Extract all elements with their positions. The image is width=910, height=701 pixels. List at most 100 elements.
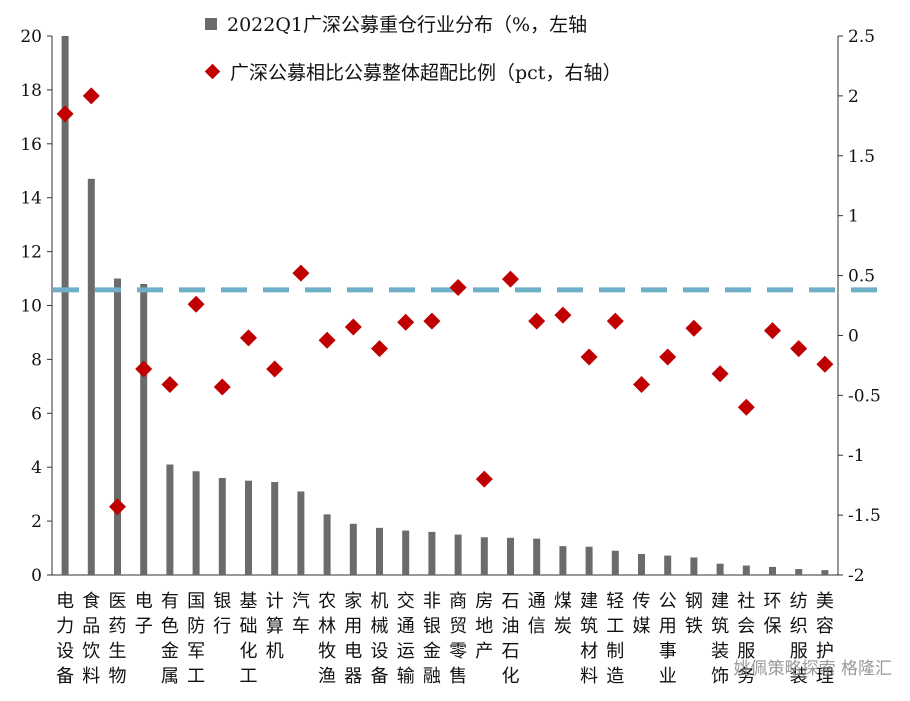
left-tick-label: 10 — [20, 297, 42, 317]
category-char: 纺 — [790, 591, 808, 612]
diamond-marker — [187, 295, 205, 313]
category-char: 装 — [790, 666, 808, 687]
category-char: 通 — [528, 591, 546, 612]
category-char: 零 — [449, 641, 467, 662]
category-char: 轻 — [606, 591, 624, 612]
bar — [402, 530, 410, 575]
category-axis: 电力设备食品饮料医药生物电子有色金属国防军工银行基础化工计算机汽车农林牧渔家用电… — [56, 591, 834, 687]
left-tick-label: 12 — [20, 243, 42, 263]
category-char: 输 — [397, 666, 415, 687]
bar — [480, 537, 488, 575]
left-axis: 0 2 4 6 8 10 12 14 16 18 20 — [20, 27, 52, 586]
bar — [140, 283, 148, 575]
diamond-marker — [711, 365, 729, 383]
category-char: 农 — [318, 591, 336, 612]
category-label: 煤炭 — [554, 591, 572, 637]
category-label: 房地产 — [475, 591, 493, 662]
bar — [349, 523, 357, 575]
bar — [716, 563, 724, 575]
category-char: 制 — [606, 641, 624, 662]
right-tick-label: -1 — [848, 446, 865, 466]
watermark: 姚佩策略探索 格隆汇 — [733, 659, 892, 679]
category-label: 传媒 — [633, 591, 651, 637]
category-char: 国 — [187, 591, 205, 612]
bar — [585, 546, 593, 575]
category-char: 公 — [659, 591, 677, 612]
category-char: 运 — [397, 641, 415, 662]
diamond-marker — [266, 360, 284, 378]
diamond-marker — [764, 322, 781, 340]
category-char: 化 — [240, 641, 258, 662]
diamond-marker — [213, 378, 231, 396]
category-char: 会 — [737, 616, 755, 637]
diamond-marker — [737, 398, 755, 416]
bar — [297, 491, 305, 575]
category-char: 电 — [135, 591, 153, 612]
diamond-marker — [423, 312, 441, 330]
category-char: 织 — [790, 616, 808, 637]
bar — [769, 566, 776, 575]
left-tick-label: 14 — [20, 189, 42, 209]
diamond-marker — [161, 376, 179, 394]
diamond-marker — [580, 348, 598, 366]
category-char: 工 — [240, 666, 258, 687]
category-char: 业 — [659, 666, 677, 687]
legend-marker-label: 广深公募相比公募整体超配比例（pct，右轴） — [230, 62, 622, 84]
category-char: 装 — [711, 641, 729, 662]
category-char: 传 — [633, 591, 651, 612]
category-char: 力 — [56, 616, 74, 637]
category-char: 军 — [187, 641, 205, 662]
diamond-marker — [475, 470, 493, 488]
category-char: 基 — [240, 591, 258, 612]
category-char: 银 — [213, 591, 231, 612]
category-char: 子 — [135, 616, 153, 637]
diamond-marker — [371, 340, 388, 358]
category-char: 设 — [56, 641, 74, 662]
bar — [218, 477, 226, 575]
bar — [166, 464, 174, 575]
category-char: 属 — [161, 666, 179, 687]
right-tick-label: 0.5 — [848, 267, 875, 287]
bar — [87, 178, 95, 575]
category-char: 煤 — [554, 591, 572, 612]
bar — [323, 514, 331, 575]
category-char: 础 — [240, 616, 258, 637]
bar — [664, 555, 672, 575]
category-char: 造 — [606, 666, 624, 687]
category-char: 物 — [109, 666, 127, 687]
right-axis: -2 -1.5 -1 -0.5 0 0.5 1 1.5 2 2.5 — [838, 27, 881, 586]
diamond-marker — [816, 355, 834, 373]
category-char: 服 — [790, 641, 808, 662]
category-char: 金 — [161, 641, 179, 662]
category-label: 计算机 — [266, 591, 284, 662]
category-char: 建 — [711, 591, 729, 612]
bar — [559, 546, 567, 575]
left-tick-label: 20 — [20, 27, 42, 47]
bar — [114, 278, 121, 575]
bar — [690, 557, 698, 575]
category-char: 油 — [502, 616, 520, 637]
diamond-marker — [685, 319, 703, 337]
diamond-marker — [240, 329, 257, 347]
legend-diamond-swatch — [204, 63, 221, 80]
category-char: 电 — [56, 591, 74, 612]
category-label: 银行 — [213, 591, 231, 637]
category-char: 械 — [371, 616, 389, 637]
category-char: 电 — [344, 641, 362, 662]
diamond-marker — [554, 306, 572, 324]
category-char: 设 — [371, 641, 389, 662]
marker-series — [56, 87, 834, 516]
bar — [507, 537, 514, 575]
category-char: 非 — [423, 591, 441, 612]
diamond-marker — [502, 270, 519, 288]
left-tick-label: 6 — [31, 404, 42, 424]
category-char: 务 — [737, 666, 755, 687]
category-char: 建 — [580, 591, 598, 612]
category-char: 容 — [816, 616, 834, 637]
category-char: 汽 — [292, 591, 310, 612]
